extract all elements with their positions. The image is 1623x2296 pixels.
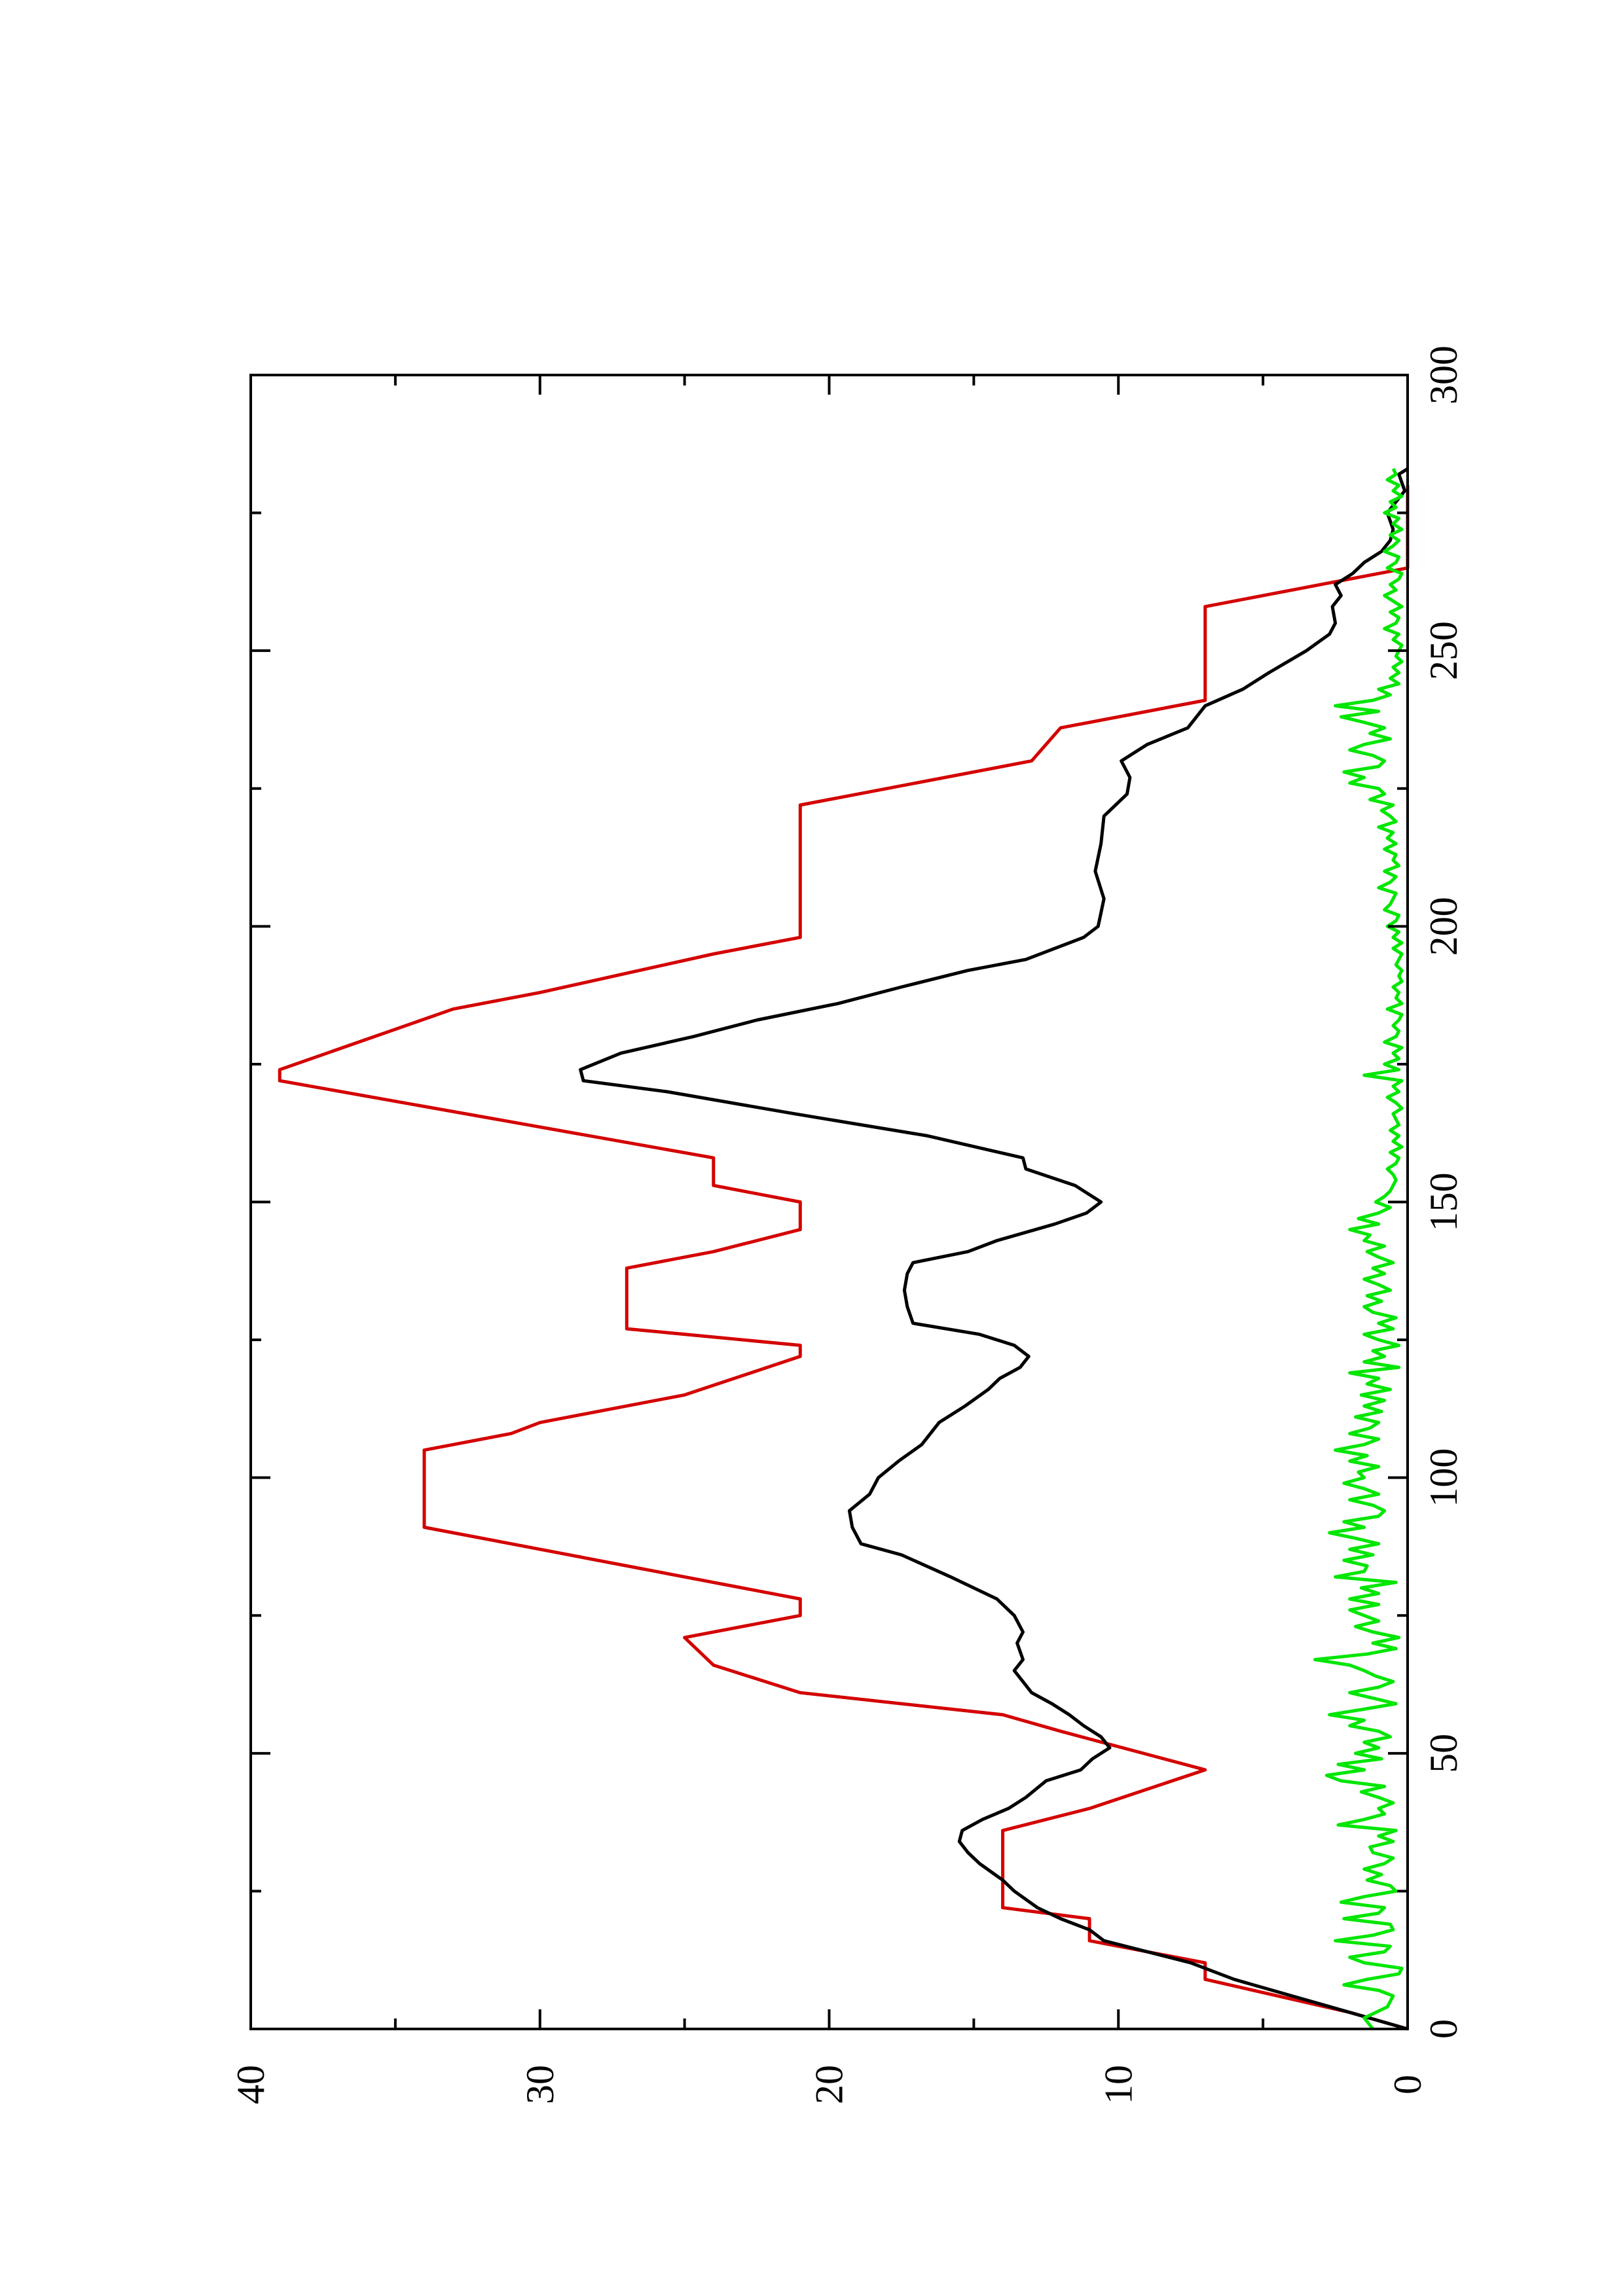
y-tick-label: 0 [1386,2075,1429,2094]
axis-layer: 0 50 100 150 200 250 300 0 10 20 30 40 [229,346,1465,2104]
series-line-1 [579,467,1409,2031]
y-tick-label: 30 [519,2065,562,2104]
x-tick-label: 300 [1422,346,1465,404]
y-tick-label: 10 [1097,2065,1140,2104]
x-tick-label: 150 [1422,1173,1465,1232]
y-tick-label: 40 [229,2065,272,2104]
x-tick-label: 250 [1422,621,1465,680]
x-tick-label: 50 [1422,1734,1465,1773]
x-tick-label: 200 [1422,897,1465,956]
x-tick-label: 0 [1422,2019,1465,2039]
series-line-0 [278,485,1410,2031]
y-tick-label: 20 [808,2065,851,2104]
x-tick-label: 100 [1422,1448,1465,1507]
series-line-2 [1313,468,1404,2030]
series-layer [278,467,1410,2031]
